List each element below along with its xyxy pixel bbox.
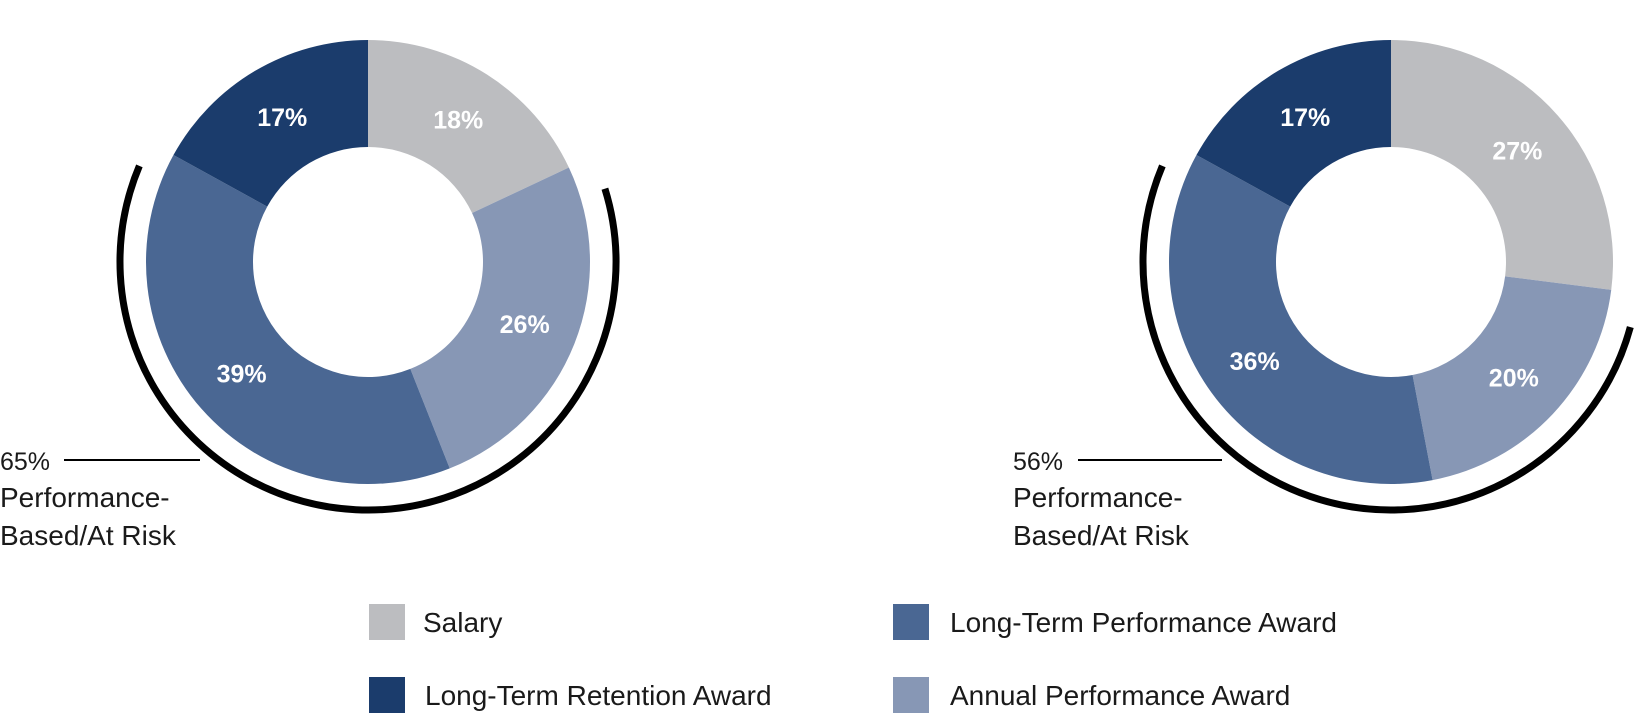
donut-2-slice-long-term-performance-award bbox=[1169, 155, 1433, 484]
legend-label: Salary bbox=[423, 607, 502, 638]
donut-1-slice-annual-performance-award bbox=[410, 167, 590, 469]
legend-swatch bbox=[369, 677, 405, 713]
legend-label: Long-Term Retention Award bbox=[425, 680, 772, 711]
at-risk-label-line2: Based/At Risk bbox=[0, 520, 177, 551]
donut-1-data-label: 17% bbox=[257, 104, 307, 132]
donut-1-slice-salary bbox=[368, 40, 569, 214]
legend-item-long-term-performance-award: Long-Term Performance Award bbox=[893, 604, 1337, 640]
at-risk-label-line1: Performance- bbox=[0, 482, 170, 513]
legend: Salary Long-Term Performance Award Long-… bbox=[369, 604, 1337, 713]
legend-item-salary: Salary bbox=[369, 604, 502, 640]
legend-swatch bbox=[893, 677, 929, 713]
donut-1-at-risk-bracket bbox=[116, 164, 620, 514]
legend-label: Long-Term Performance Award bbox=[950, 607, 1337, 638]
donut-2-data-label: 36% bbox=[1230, 348, 1280, 376]
at-risk-label-line2: Based/At Risk bbox=[1013, 520, 1190, 551]
donut-2-data-label: 17% bbox=[1280, 104, 1330, 132]
donut-1-slice-long-term-performance-award bbox=[145, 155, 450, 484]
donut-2-at-risk-bracket bbox=[1139, 164, 1634, 514]
at-risk-label-line1: Performance- bbox=[1013, 482, 1183, 513]
at-risk-percent: 65% bbox=[0, 448, 50, 476]
legend-swatch bbox=[369, 604, 405, 640]
donut-2-slice-salary bbox=[1391, 40, 1613, 290]
donut-1-slice-long-term-retention-award bbox=[173, 40, 368, 207]
legend-swatch bbox=[893, 604, 929, 640]
donut-2-data-label: 27% bbox=[1492, 138, 1542, 166]
donut-2-slice-long-term-retention-award bbox=[1196, 40, 1391, 207]
donut-1-data-label: 39% bbox=[217, 360, 267, 388]
donut-2-data-label: 20% bbox=[1489, 364, 1539, 392]
legend-item-long-term-retention-award: Long-Term Retention Award bbox=[369, 677, 772, 713]
legend-label: Annual Performance Award bbox=[950, 680, 1290, 711]
at-risk-annotation-1: 65% Performance- Based/At Risk bbox=[0, 448, 200, 551]
at-risk-annotation-2: 56% Performance- Based/At Risk bbox=[1013, 448, 1222, 551]
legend-item-annual-performance-award: Annual Performance Award bbox=[893, 677, 1290, 713]
at-risk-percent: 56% bbox=[1013, 448, 1063, 476]
donut-1-data-label: 18% bbox=[433, 107, 483, 135]
donut-2-slice-annual-performance-award bbox=[1412, 276, 1612, 481]
donut-1-data-label: 26% bbox=[500, 311, 550, 339]
